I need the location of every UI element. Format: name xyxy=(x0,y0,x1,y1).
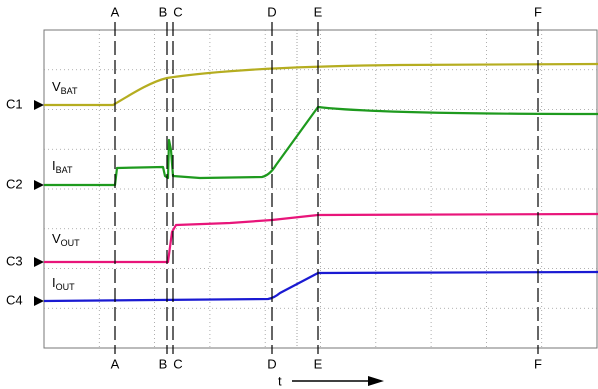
trace-label: VOUT xyxy=(52,231,80,248)
marker-label: F xyxy=(534,4,542,19)
vout-trace xyxy=(44,212,598,264)
iout-trace xyxy=(43,270,598,303)
marker-label: B xyxy=(159,356,168,371)
time-arrowhead xyxy=(368,376,384,386)
marker-label: E xyxy=(314,356,323,371)
marker-label: A xyxy=(111,4,120,19)
trace-label: IBAT xyxy=(52,158,73,175)
channel-label: C4 xyxy=(6,292,23,307)
marker-label: A xyxy=(111,356,120,371)
channel-label: C2 xyxy=(6,176,23,191)
ibat-trace xyxy=(44,105,598,187)
channel-label: C1 xyxy=(6,96,23,111)
marker-label: D xyxy=(267,356,276,371)
marker-label: D xyxy=(267,4,276,19)
channel-label: C3 xyxy=(6,253,23,268)
channel-arrows xyxy=(34,100,44,306)
marker-label: C xyxy=(173,356,182,371)
time-label: t xyxy=(278,373,282,388)
marker-label: F xyxy=(534,356,542,371)
marker-label: C xyxy=(173,4,182,19)
vbat-trace xyxy=(44,62,598,107)
marker-label: B xyxy=(159,4,168,19)
marker-label: E xyxy=(314,4,323,19)
trace-label: IOUT xyxy=(52,275,75,292)
grid xyxy=(44,30,597,348)
trace-label: VBAT xyxy=(52,79,78,96)
